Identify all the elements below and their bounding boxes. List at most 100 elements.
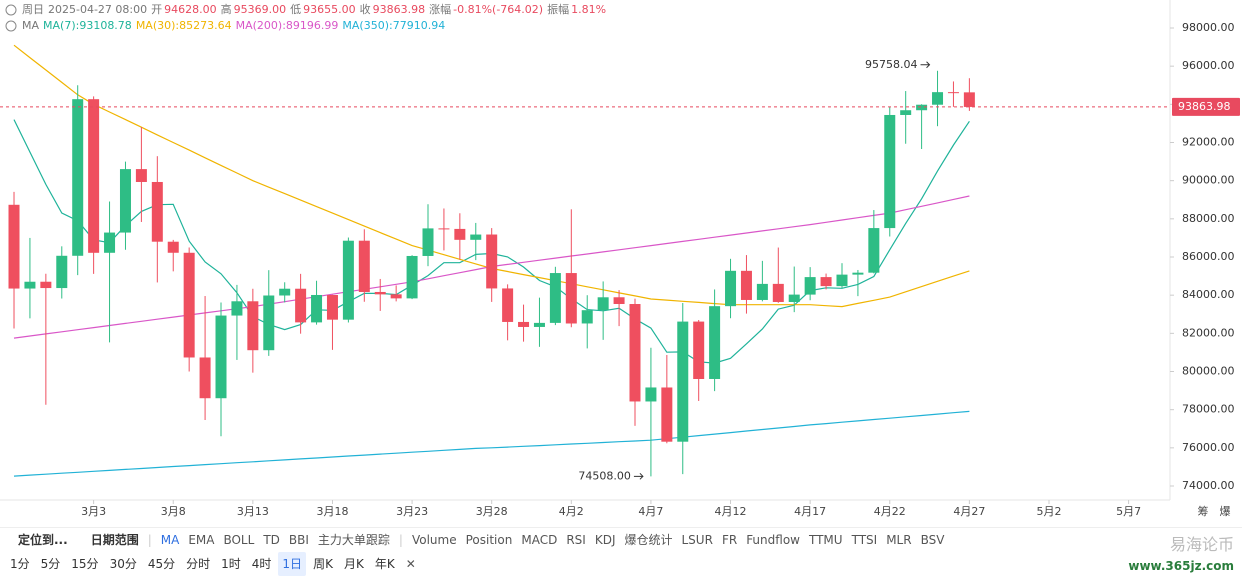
interval-tab[interactable]: 4时 <box>251 557 272 571</box>
field-label: 涨幅 <box>429 3 452 16</box>
candle-body <box>852 272 864 275</box>
interval-tab[interactable]: 1日 <box>278 552 307 576</box>
candle-body <box>199 357 211 399</box>
sub-indicator-tab[interactable]: RSI <box>566 533 586 547</box>
y-tick-label: 76000.00 <box>1182 441 1235 454</box>
candle-body <box>772 283 784 302</box>
sub-indicator-tab[interactable]: KDJ <box>594 533 616 547</box>
candle-body <box>406 255 418 299</box>
y-tick-label: 78000.00 <box>1182 403 1235 416</box>
x-tick-label: 4月27 <box>953 505 985 518</box>
main-indicator-tab[interactable]: 主力大单跟踪 <box>317 533 390 547</box>
candle-body <box>677 321 689 442</box>
candle-body <box>916 104 928 111</box>
sub-indicator-tab[interactable]: Position <box>465 533 513 547</box>
x-tick-label: 3月3 <box>81 505 106 518</box>
sub-indicator-tab[interactable]: BSV <box>920 533 945 547</box>
x-tick-label: 4月17 <box>794 505 826 518</box>
main-indicator-tab[interactable]: TD <box>263 533 280 547</box>
legend-title: MA <box>22 19 40 32</box>
interval-tab[interactable]: 45分 <box>147 557 176 571</box>
candle-body <box>756 283 768 300</box>
candle-body <box>167 241 179 253</box>
x-tick-label: 4月2 <box>559 505 584 518</box>
sub-indicator-tab[interactable]: 爆仓统计 <box>624 533 673 547</box>
interval-tab[interactable]: 5分 <box>40 557 61 571</box>
legend-entry: MA(7):93108.78 <box>43 19 132 32</box>
separator: | <box>147 533 152 547</box>
candle-body <box>486 234 498 289</box>
interval-tab[interactable]: 周K <box>313 557 333 571</box>
candle-body <box>231 301 243 316</box>
field-value: 95369.00 <box>233 3 287 16</box>
candle-body <box>597 297 609 311</box>
sub-indicator-tab[interactable]: TTMU <box>808 533 843 547</box>
interval-tab[interactable]: 年K <box>374 557 395 571</box>
candle-body <box>963 92 975 107</box>
sub-indicator-tab[interactable]: FR <box>721 533 738 547</box>
legend-entry: MA(30):85273.64 <box>135 19 232 32</box>
main-indicator-tab[interactable]: BOLL <box>223 533 255 547</box>
candle-body <box>581 310 593 324</box>
candle-body <box>533 322 545 327</box>
interval-tab[interactable]: 15分 <box>71 557 99 571</box>
sub-indicator-tab[interactable]: Fundflow <box>746 533 800 547</box>
candle-body <box>868 228 880 273</box>
x-tick-label: 3月18 <box>316 505 348 518</box>
field-value: 1.81% <box>571 3 607 16</box>
candle-body <box>326 294 338 320</box>
candle-body <box>454 228 466 240</box>
x-tick-label: 3月13 <box>237 505 269 518</box>
candle-body <box>151 181 163 242</box>
candle-body <box>390 294 402 299</box>
x-tick-label: 4月22 <box>874 505 906 518</box>
sub-indicator-tab[interactable]: MACD <box>521 533 558 547</box>
interval-tab[interactable]: 1时 <box>221 557 241 571</box>
date-range-button[interactable]: 日期范围 <box>90 533 139 547</box>
day: 周日 <box>22 3 44 16</box>
y-tick-label: 98000.00 <box>1182 21 1235 34</box>
field-label: 振幅 <box>547 3 570 16</box>
main-indicator-tab[interactable]: MA <box>160 533 180 547</box>
candle-body <box>40 281 52 289</box>
annotation-label: 74508.00 <box>578 469 631 482</box>
field-label: 低 <box>290 3 302 16</box>
close-button[interactable]: ✕ <box>405 557 416 571</box>
legend-entry: MA(200):89196.99 <box>235 19 339 32</box>
candle-body <box>215 315 227 399</box>
corner-label: 爆 <box>1220 504 1231 518</box>
collapse-icon[interactable] <box>5 20 17 32</box>
y-tick-label: 90000.00 <box>1182 174 1235 187</box>
annotation-arrow <box>633 472 644 480</box>
chart: 74000.00 76000.00 78000.00 80000.00 82000.00… <box>0 0 1240 518</box>
interval-tab[interactable]: 1分 <box>10 557 30 571</box>
candle-body <box>804 277 816 295</box>
candle-body <box>247 301 259 351</box>
main-indicator-tab[interactable]: EMA <box>188 533 215 547</box>
sub-indicator-tab[interactable]: LSUR <box>681 533 713 547</box>
interval-tab[interactable]: 月K <box>343 557 364 571</box>
candle-body <box>8 204 20 289</box>
ohlc-header: 周日 2025-04-27 08:00 开 94628.00 高 95369.00 低 936… <box>22 3 610 17</box>
x-tick-label: 3月8 <box>161 505 186 518</box>
candle-body <box>693 321 705 380</box>
annotation-label: 95758.04 <box>865 58 918 71</box>
locate-button[interactable]: 定位到... <box>18 533 68 547</box>
datetime: 2025-04-27 08:00 <box>48 3 148 16</box>
candle-body <box>104 232 116 253</box>
interval-tab[interactable]: 分时 <box>186 557 211 571</box>
candle-body <box>295 288 307 323</box>
sub-indicator-tab[interactable]: Volume <box>411 533 457 547</box>
main-indicator-tab[interactable]: BBI <box>288 533 309 547</box>
sub-indicator-tab[interactable]: TTSI <box>851 533 878 547</box>
sub-indicator-tab[interactable]: MLR <box>886 533 912 547</box>
field-value: 94628.00 <box>164 3 217 16</box>
collapse-icon[interactable] <box>5 4 17 16</box>
candle-body <box>788 294 800 302</box>
separator: | <box>398 533 403 547</box>
candle-body <box>502 288 514 322</box>
candle-body <box>358 240 370 292</box>
interval-tab[interactable]: 30分 <box>109 557 137 571</box>
x-tick-label: 3月28 <box>476 505 508 518</box>
